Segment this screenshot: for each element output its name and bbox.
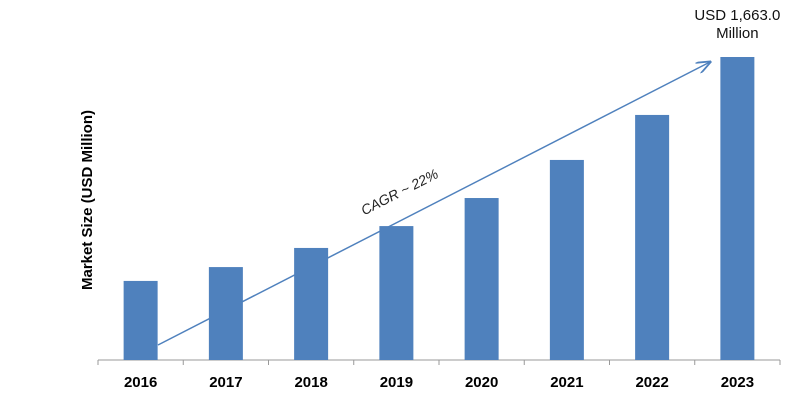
trend-arrow (157, 62, 710, 346)
x-tick-label: 2018 (294, 374, 327, 391)
x-tick-label: 2020 (465, 374, 498, 391)
x-tick-label: 2019 (380, 374, 413, 391)
bar (635, 114, 670, 360)
bar (123, 280, 158, 360)
bar (549, 159, 584, 360)
x-tick-label: 2022 (635, 374, 668, 391)
bar (294, 247, 329, 360)
x-tick-label: 2023 (721, 374, 754, 391)
cagr-annotation: CAGR ~ 22% (358, 166, 440, 219)
bar (379, 226, 414, 360)
x-tick-label: 2016 (124, 374, 157, 391)
bar (208, 267, 243, 360)
x-tick-label: 2017 (209, 374, 242, 391)
bar (720, 57, 755, 360)
x-tick-label: 2021 (550, 374, 583, 391)
value-label: USD 1,663.0 Million (694, 7, 781, 42)
y-axis-label: Market Size (USD Million) (79, 110, 96, 290)
bar (464, 198, 499, 360)
